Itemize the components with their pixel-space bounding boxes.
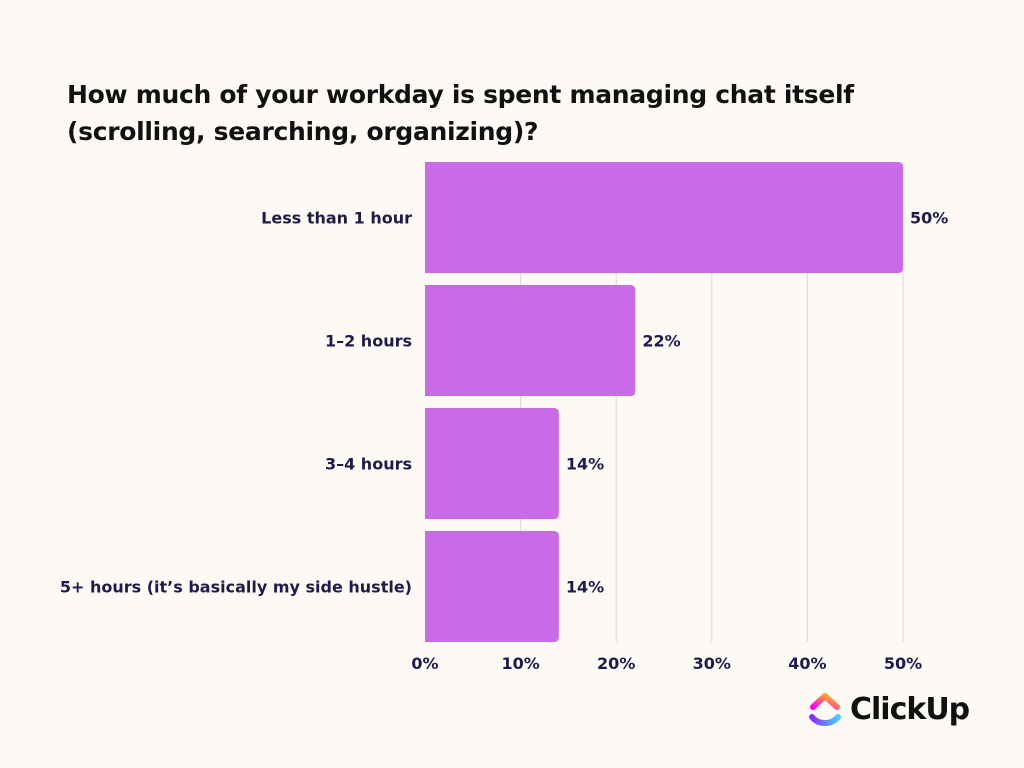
clickup-logo: ClickUp <box>808 690 970 728</box>
category-label: 1–2 hours <box>325 332 412 351</box>
bar <box>425 285 636 396</box>
data-label: 50% <box>910 209 948 228</box>
data-label: 14% <box>566 455 604 474</box>
category-label: 3–4 hours <box>325 455 412 474</box>
chart-title: How much of your workday is spent managi… <box>67 80 854 146</box>
category-label: Less than 1 hour <box>261 209 412 228</box>
bars <box>425 162 903 642</box>
bar <box>425 531 559 642</box>
brand-name: ClickUp <box>850 691 970 727</box>
clickup-logo-icon <box>809 693 841 726</box>
x-tick-label: 20% <box>597 654 635 673</box>
data-label: 22% <box>642 332 680 351</box>
x-tick-label: 0% <box>411 654 438 673</box>
data-label: 14% <box>566 578 604 597</box>
value-labels: 50% 22% 14% 14% <box>566 209 948 597</box>
category-labels: Less than 1 hour 1–2 hours 3–4 hours 5+ hou… <box>60 209 412 597</box>
category-label: 5+ hours (it’s basically my side hustle) <box>60 578 412 597</box>
x-tick-label: 50% <box>884 654 922 673</box>
x-axis-tick-labels: 0% 10% 20% 30% 40% 50% <box>411 654 922 673</box>
x-tick-label: 40% <box>788 654 826 673</box>
x-tick-label: 30% <box>693 654 731 673</box>
x-tick-label: 10% <box>501 654 539 673</box>
bar <box>425 162 903 273</box>
bar <box>425 408 559 519</box>
